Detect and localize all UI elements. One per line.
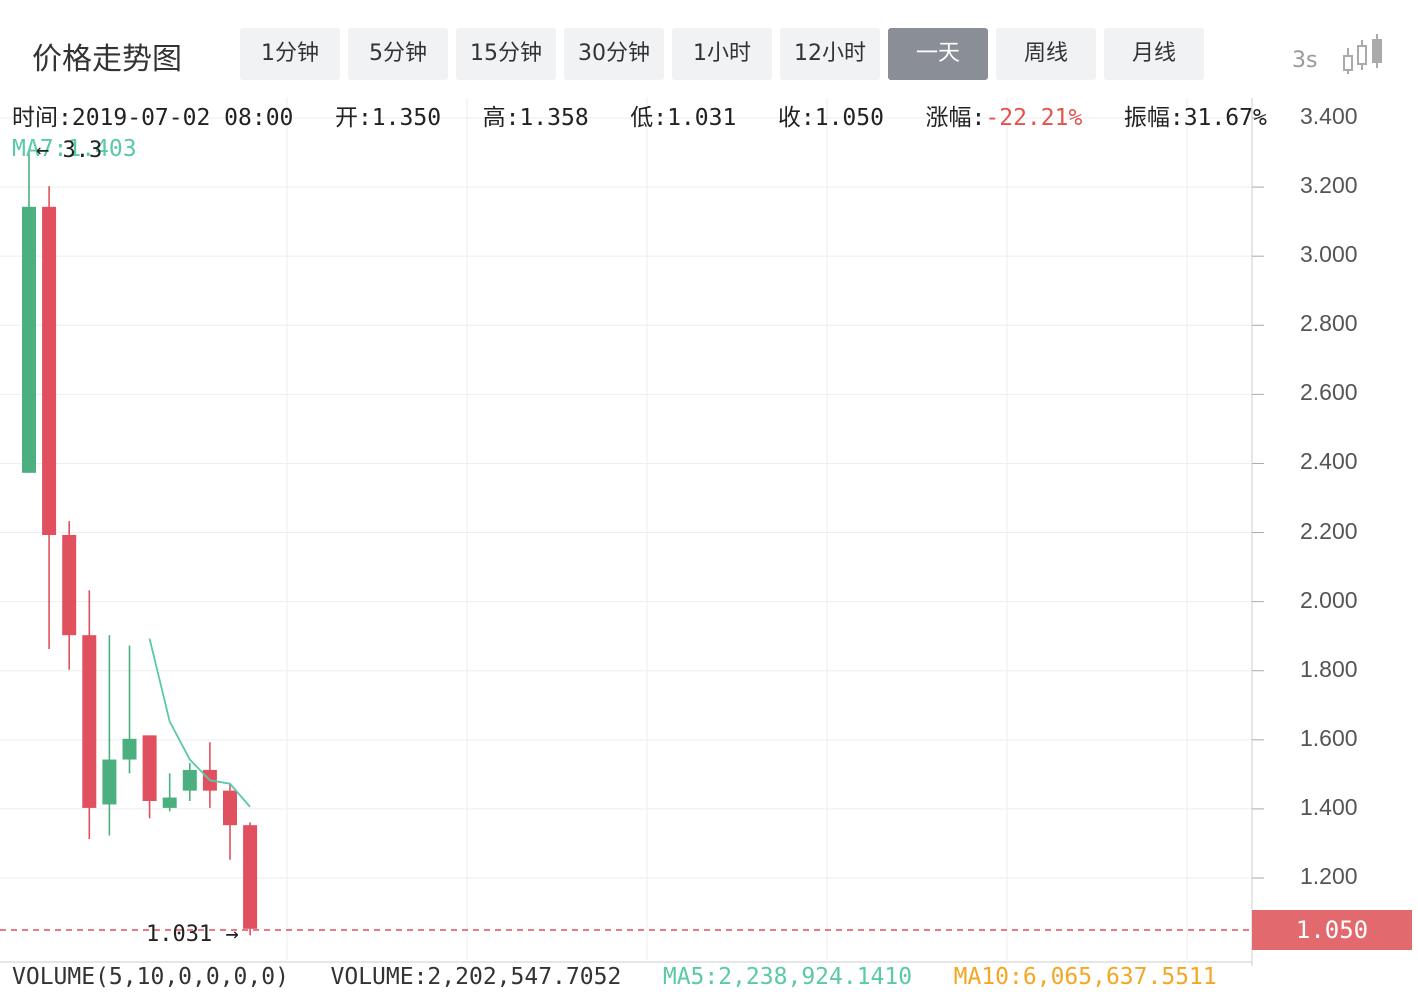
info-time: 时间:2019-07-02 08:00 xyxy=(12,105,294,131)
info-amplitude: 振幅:31.67% xyxy=(1123,105,1267,131)
refresh-interval[interactable]: 3s xyxy=(1292,48,1318,73)
max-price-marker: ← 3.3 xyxy=(36,138,103,163)
candle-body xyxy=(243,825,258,929)
tab-1day[interactable]: 一天 xyxy=(888,28,988,80)
current-price-tag: 1.050 xyxy=(1252,910,1412,950)
candle-body xyxy=(62,535,77,636)
info-low: 低:1.031 xyxy=(630,105,737,131)
y-tick-label: 1.400 xyxy=(1300,793,1358,820)
volume-params: VOLUME(5,10,0,0,0,0) xyxy=(12,964,289,990)
info-change-value: -22.21% xyxy=(985,105,1083,131)
info-high: 高:1.358 xyxy=(482,105,589,131)
tab-15min[interactable]: 15分钟 xyxy=(456,28,556,80)
tab-12hour[interactable]: 12小时 xyxy=(780,28,880,80)
volume-ma10: MA10:6,065,637.5511 xyxy=(953,964,1217,990)
ma7-line xyxy=(148,638,251,808)
volume-info-bar: VOLUME(5,10,0,0,0,0) VOLUME:2,202,547.70… xyxy=(12,964,1217,990)
min-price-marker: 1.031 → xyxy=(146,922,239,947)
tab-30min[interactable]: 30分钟 xyxy=(564,28,664,80)
candle-body xyxy=(122,738,137,760)
y-tick-label: 2.800 xyxy=(1300,310,1358,337)
candle-body xyxy=(42,206,57,535)
y-tick-label: 2.400 xyxy=(1300,448,1358,475)
chart-header: 价格走势图 1分钟 5分钟 15分钟 30分钟 1小时 12小时 一天 周线 月… xyxy=(0,0,1418,96)
y-tick-label: 1.200 xyxy=(1300,863,1358,889)
tab-1hour[interactable]: 1小时 xyxy=(672,28,772,80)
chart-title: 价格走势图 xyxy=(32,42,182,77)
candle-body xyxy=(82,635,97,808)
y-tick-label: 1.600 xyxy=(1300,724,1358,751)
volume-value: VOLUME:2,202,547.7052 xyxy=(330,964,622,990)
info-open: 开:1.350 xyxy=(334,105,442,131)
tab-week[interactable]: 周线 xyxy=(996,28,1096,80)
tab-month[interactable]: 月线 xyxy=(1104,28,1204,80)
y-tick-label: 3.000 xyxy=(1300,241,1358,268)
info-change-label: 涨幅: xyxy=(925,105,986,131)
tab-5min[interactable]: 5分钟 xyxy=(348,28,448,80)
y-tick-label: 2.200 xyxy=(1300,517,1358,544)
candle-body xyxy=(22,206,36,473)
volume-ma5: MA5:2,238,924.1410 xyxy=(662,964,913,990)
y-tick-label: 3.200 xyxy=(1300,172,1358,199)
candle-body xyxy=(182,769,197,791)
y-tick-label: 2.000 xyxy=(1300,586,1358,613)
candlestick-icon[interactable] xyxy=(1340,32,1390,76)
candle-body xyxy=(102,759,117,805)
candle-body xyxy=(142,735,157,801)
y-tick-label: 1.800 xyxy=(1300,655,1358,682)
candle-body xyxy=(223,790,237,826)
y-tick-label: 3.400 xyxy=(1300,103,1358,129)
ohlc-info-bar: 时间:2019-07-02 08:00 开:1.350 高:1.358 低:1.… xyxy=(12,98,1267,132)
ma7-label: MA7:1.403 xyxy=(12,136,137,162)
tab-1min[interactable]: 1分钟 xyxy=(240,28,340,80)
y-tick-label: 2.600 xyxy=(1300,379,1358,406)
info-close: 收:1.050 xyxy=(777,105,884,131)
candle-body xyxy=(162,797,177,808)
